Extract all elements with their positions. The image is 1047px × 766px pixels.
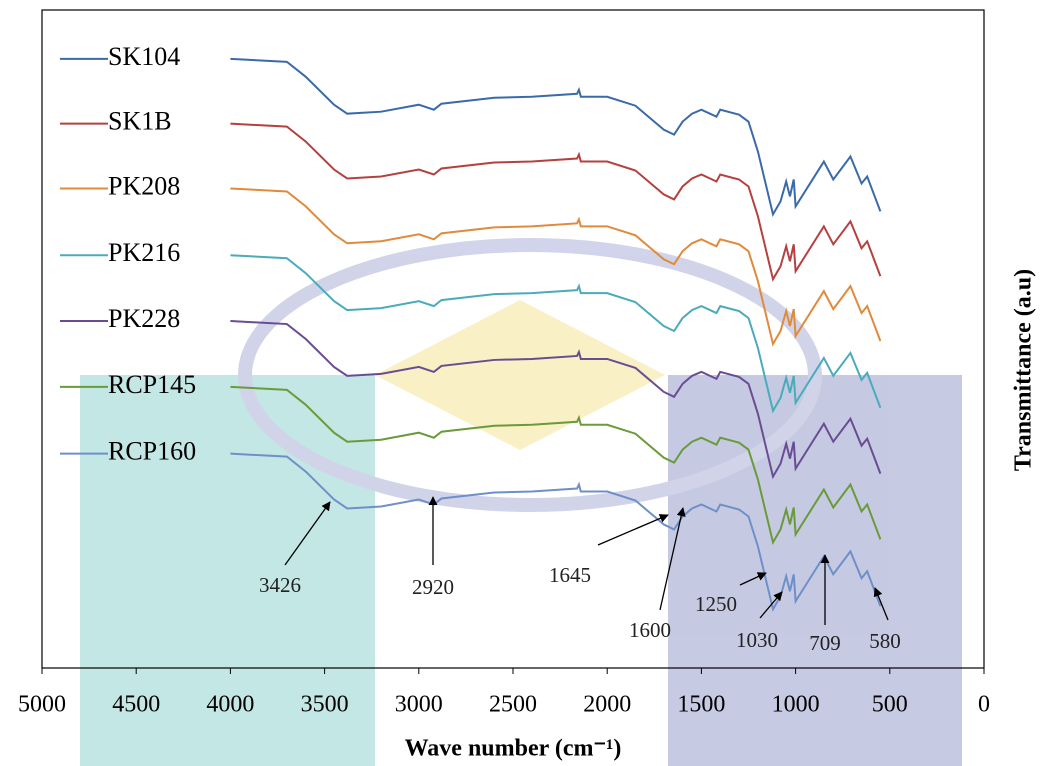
- annotation-arrow: [597, 514, 669, 546]
- series-line: [230, 122, 882, 282]
- annotation: 709: [809, 631, 841, 655]
- legend-label: RCP145: [108, 370, 196, 399]
- x-tick-label: 2500: [489, 692, 537, 718]
- x-tick-label: 4500: [112, 692, 160, 718]
- series-line: [230, 320, 882, 480]
- annotation-arrow: [659, 507, 686, 611]
- annotation: 2920: [412, 575, 454, 599]
- series-line: [230, 452, 882, 612]
- watermark: [80, 238, 962, 766]
- x-tick-label: 5000: [18, 692, 66, 718]
- annotation: 1250: [695, 592, 737, 616]
- legend-label: SK1B: [108, 107, 172, 136]
- watermark-shape: [375, 300, 665, 450]
- x-tick-label: 2000: [583, 692, 631, 718]
- legend-label: PK228: [108, 304, 180, 333]
- annotation-arrow: [873, 587, 889, 621]
- annotation: 580: [869, 629, 901, 653]
- series-line: [230, 187, 882, 347]
- x-tick-label: 1500: [677, 692, 725, 718]
- annotation-arrow: [739, 572, 767, 586]
- watermark-shape: [80, 375, 375, 766]
- x-tick-label: 3500: [301, 692, 349, 718]
- x-tick-label: 500: [872, 692, 908, 718]
- annotation: 1030: [736, 628, 778, 652]
- x-tick-label: 4000: [206, 692, 254, 718]
- annotation: 3426: [259, 573, 301, 597]
- annotation-arrow: [284, 501, 331, 566]
- annotation: 1600: [629, 618, 671, 642]
- x-tick-label: 1000: [772, 692, 820, 718]
- legend-label: PK208: [108, 171, 180, 200]
- legend-label: RCP160: [108, 437, 196, 466]
- series-line: [230, 254, 882, 414]
- x-tick-label: 0: [978, 692, 990, 718]
- x-tick-label: 3000: [395, 692, 443, 718]
- series-line: [230, 385, 882, 546]
- annotation-arrow: [759, 591, 783, 619]
- watermark-shape: [238, 238, 822, 512]
- x-axis-label: Wave number (cm⁻¹): [405, 736, 622, 762]
- legend-label: PK216: [108, 238, 180, 267]
- series-line: [230, 57, 882, 218]
- y-axis-label: Transmittance (a.u): [1011, 269, 1037, 471]
- legend-label: SK104: [108, 42, 180, 71]
- annotation: 1645: [549, 563, 591, 587]
